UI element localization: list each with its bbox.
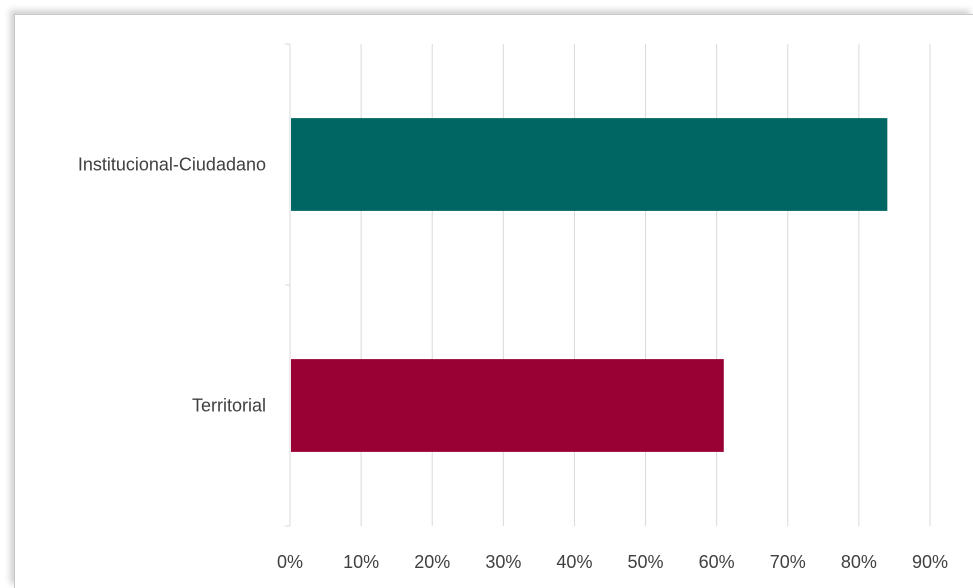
x-tick-label: 30% xyxy=(485,552,521,572)
x-tick-labels: 0% 10% 20% 30% 40% 50% 60% 70% 80% 90% xyxy=(277,552,948,572)
x-tick-label: 10% xyxy=(343,552,379,572)
bar-2 xyxy=(291,359,724,452)
x-tick-label: 70% xyxy=(770,552,806,572)
chart-frame xyxy=(14,14,973,588)
x-tick-label: 60% xyxy=(699,552,735,572)
x-tick-label: 40% xyxy=(556,552,592,572)
x-tick-label: 90% xyxy=(912,552,948,572)
category-labels: Institucional-Ciudadano Territorial xyxy=(78,155,266,416)
x-tick-label: 50% xyxy=(628,552,664,572)
x-tick-label: 0% xyxy=(277,552,303,572)
category-axis xyxy=(285,43,291,527)
bar-1 xyxy=(291,118,888,211)
bars xyxy=(291,118,888,452)
category-label: Territorial xyxy=(192,396,266,416)
x-tick-label: 80% xyxy=(841,552,877,572)
gridlines xyxy=(360,44,931,526)
category-label: Institucional-Ciudadano xyxy=(78,155,266,175)
x-tick-label: 20% xyxy=(414,552,450,572)
